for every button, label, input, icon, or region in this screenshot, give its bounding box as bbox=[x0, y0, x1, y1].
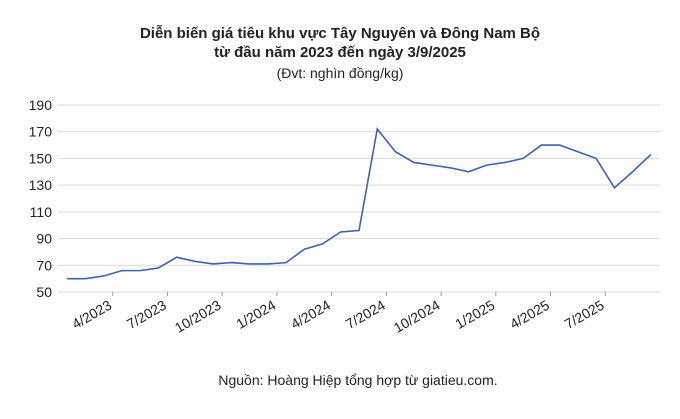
y-tick-label: 190 bbox=[29, 97, 53, 113]
x-tick-label: 1/2025 bbox=[452, 297, 497, 332]
x-tick-label: 7/2023 bbox=[124, 297, 169, 332]
y-tick-label: 110 bbox=[30, 204, 53, 220]
chart-title: Diễn biến giá tiêu khu vực Tây Nguyên và… bbox=[140, 25, 540, 42]
x-tick-label: 7/2025 bbox=[562, 297, 607, 332]
x-tick-label: 7/2024 bbox=[343, 297, 388, 332]
y-tick-label: 70 bbox=[36, 257, 52, 273]
x-tick-label: 4/2024 bbox=[288, 297, 333, 332]
y-tick-label: 150 bbox=[29, 150, 53, 166]
x-tick-label: 1/2024 bbox=[233, 297, 278, 332]
chart-title: từ đầu năm 2023 đến ngày 3/9/2025 bbox=[214, 44, 466, 61]
x-tick-label: 10/2023 bbox=[172, 297, 224, 336]
y-tick-label: 50 bbox=[36, 284, 52, 300]
source-note: Nguồn: Hoàng Hiệp tổng hợp từ giatieu.co… bbox=[218, 372, 497, 388]
x-tick-label: 4/2023 bbox=[69, 297, 114, 332]
chart-subtitle: (Đvt: nghìn đồng/kg) bbox=[277, 65, 404, 81]
y-tick-label: 130 bbox=[29, 177, 53, 193]
x-tick-label: 4/2025 bbox=[507, 297, 552, 332]
y-tick-label: 90 bbox=[36, 231, 52, 247]
x-tick-label: 10/2024 bbox=[391, 297, 443, 336]
y-tick-label: 170 bbox=[29, 124, 53, 140]
line-series bbox=[67, 127, 652, 280]
